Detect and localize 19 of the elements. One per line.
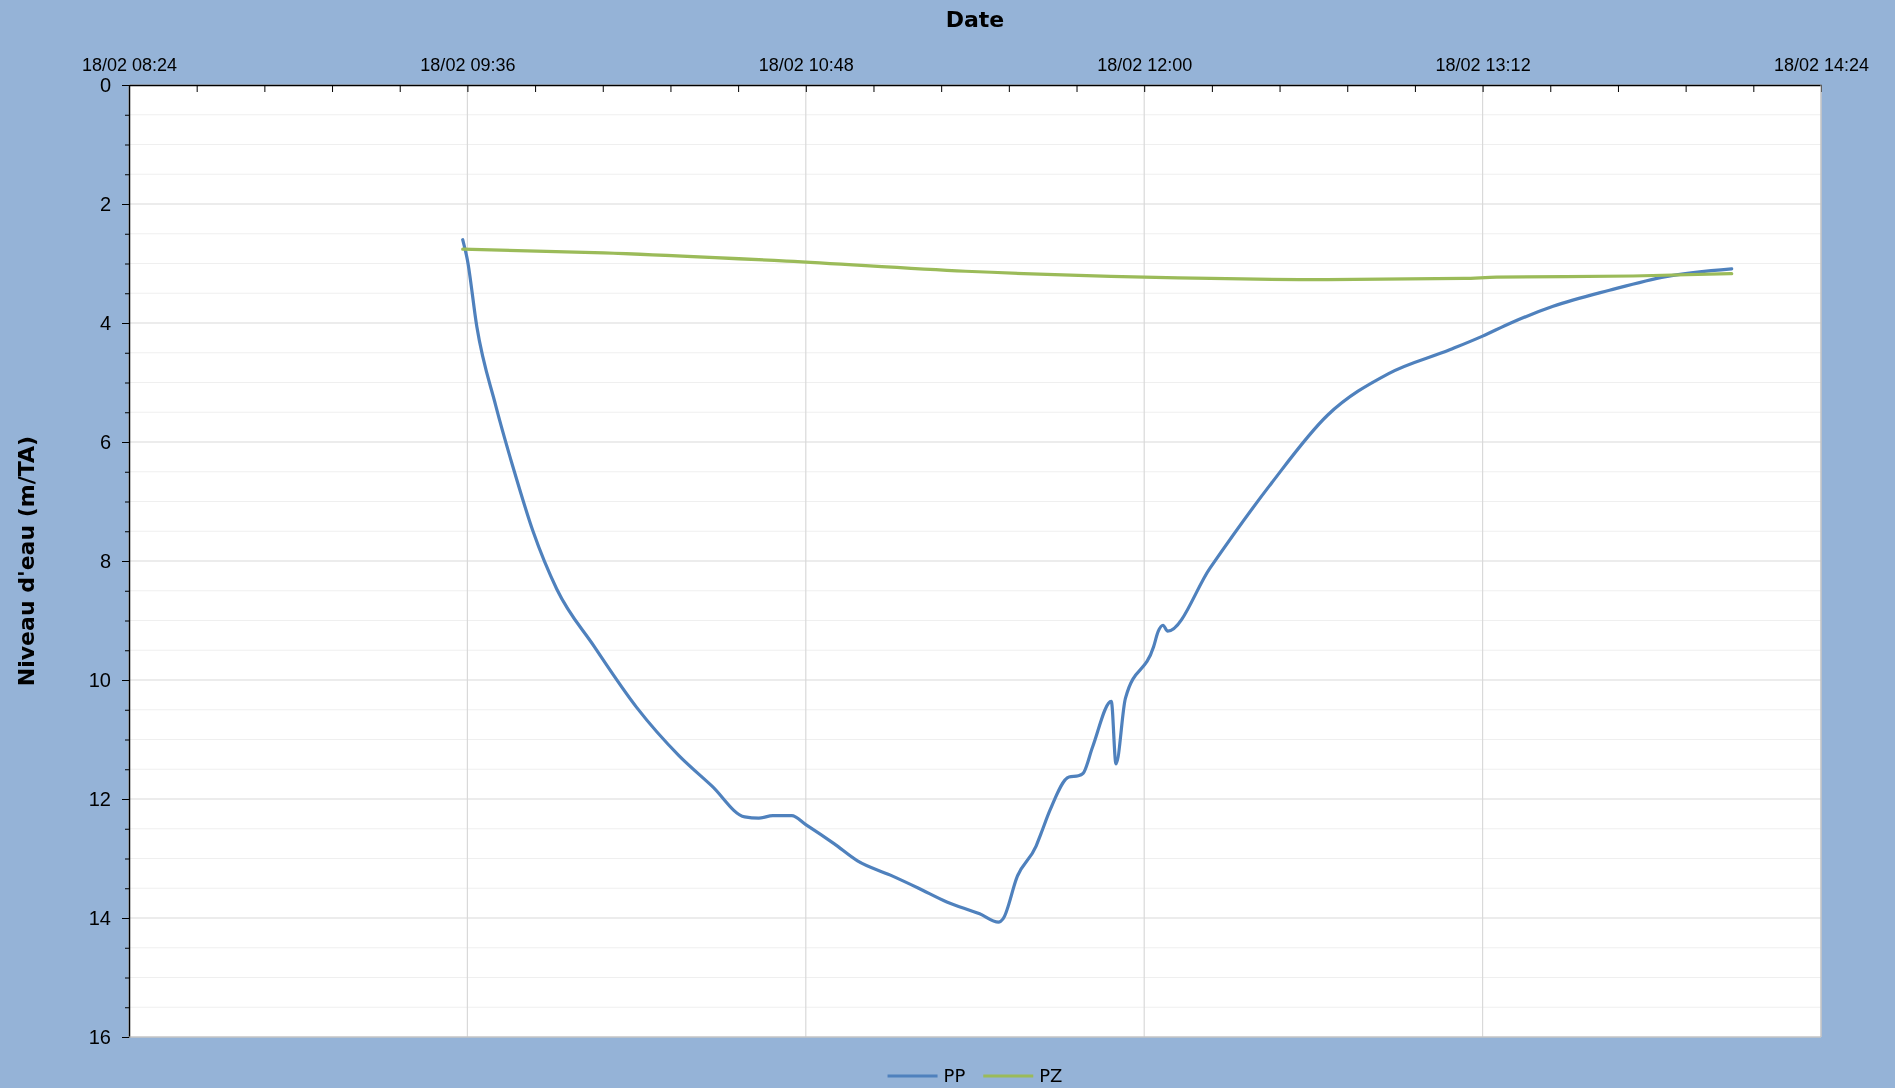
y-tick-label: 8 — [99, 549, 111, 572]
x-axis-title: Date — [945, 7, 1005, 32]
y-tick-label: 12 — [88, 787, 111, 810]
y-tick-label: 0 — [99, 73, 111, 96]
x-tick-label: 18/02 14:24 — [1773, 55, 1870, 76]
y-tick-label: 4 — [99, 311, 111, 334]
x-tick-label: 18/02 13:12 — [1435, 55, 1531, 76]
y-tick-label: 2 — [99, 192, 111, 215]
y-tick-label: 16 — [88, 1025, 111, 1048]
y-axis-title: Niveau d'eau (m/TA) — [14, 435, 39, 687]
x-tick-label: 18/02 08:24 — [81, 55, 178, 76]
x-tick-label: 18/02 10:48 — [758, 55, 854, 76]
legend-label: PP — [943, 1065, 966, 1086]
x-tick-label: 18/02 12:00 — [1097, 55, 1193, 76]
x-tick-label: 18/02 09:36 — [420, 55, 516, 76]
legend-label: PZ — [1039, 1065, 1063, 1086]
y-tick-label: 6 — [99, 430, 111, 453]
y-tick-label: 14 — [88, 906, 111, 929]
y-tick-label: 10 — [88, 668, 111, 691]
